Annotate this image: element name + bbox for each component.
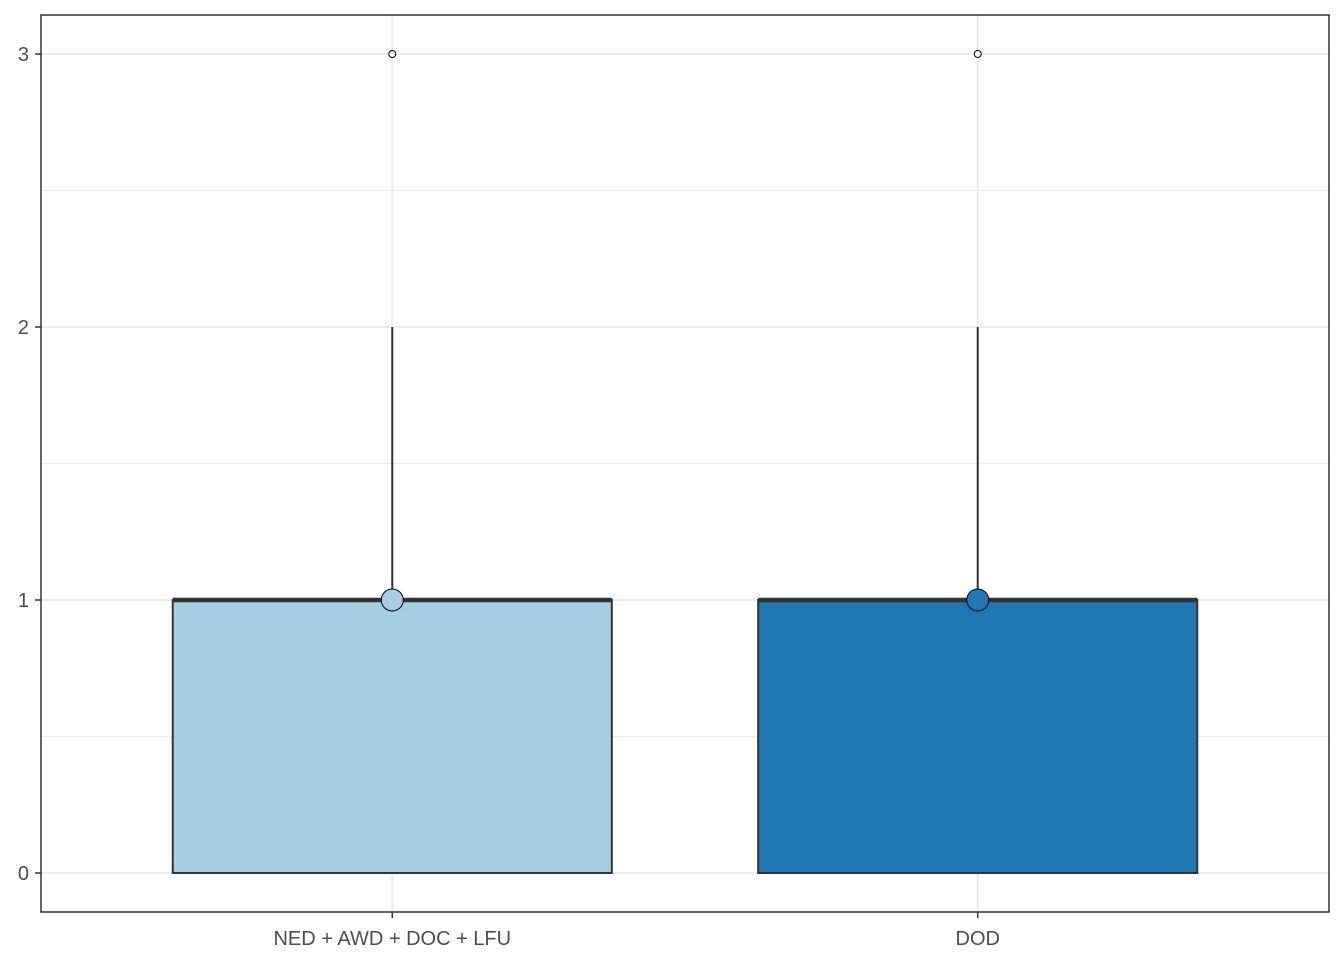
y-tick-label: 1 [18, 590, 29, 612]
box [171, 599, 613, 874]
y-tick-label: 3 [18, 44, 29, 66]
outlier-point [388, 50, 397, 58]
boxes [171, 50, 1199, 874]
axes: 0 1 2 3 NED + AWD + DOC + LFU DOD [18, 44, 1000, 950]
x-tick-label: NED + AWD + DOC + LFU [273, 928, 511, 950]
mean-point [380, 588, 404, 612]
box [757, 599, 1199, 874]
y-tick-label: 2 [18, 317, 29, 339]
outlier-point [973, 50, 982, 58]
panel-border [40, 14, 1330, 913]
mean-point [966, 588, 990, 612]
x-tick-label: DOD [956, 928, 1000, 950]
y-tick-label: 0 [18, 863, 29, 885]
